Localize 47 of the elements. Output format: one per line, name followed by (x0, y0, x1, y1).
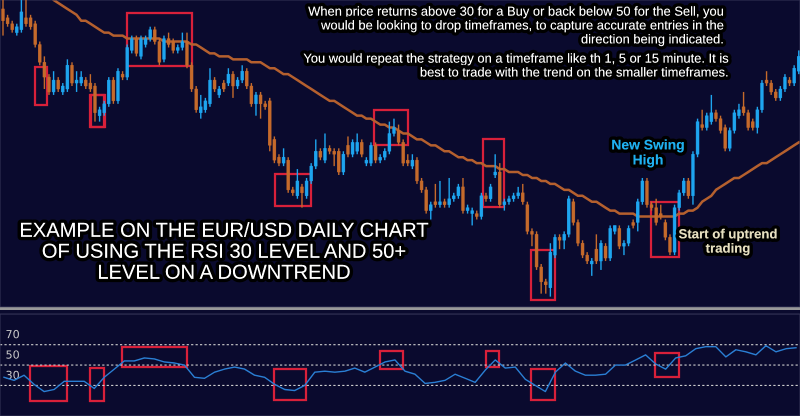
candlestick (470, 206, 474, 226)
candlestick (226, 68, 230, 87)
candlestick (318, 148, 322, 161)
candlestick (594, 234, 598, 265)
candlestick (323, 132, 327, 164)
candlestick (70, 62, 74, 87)
candlestick (590, 257, 594, 277)
y-tick-label: 70 (6, 330, 19, 338)
candlestick (686, 177, 690, 200)
candlestick (282, 148, 286, 167)
candlestick (342, 150, 346, 176)
candlestick (254, 91, 258, 116)
candlestick (604, 242, 608, 262)
candlestick (162, 34, 166, 63)
candlestick (346, 136, 350, 158)
candlestick (700, 109, 704, 132)
candlestick (516, 186, 520, 200)
candlestick (355, 132, 359, 155)
candlestick (488, 183, 492, 202)
candlestick (231, 70, 235, 99)
candlestick (521, 183, 524, 206)
candlestick (374, 142, 378, 164)
candlestick (300, 183, 304, 208)
annotation: New Swing High (612, 139, 684, 168)
candlestick (480, 192, 484, 220)
annotation: When price returns above 30 for a Buy or back below 50 for the Sell, you would be looking to drop timeframes, to capture accurate entries in the direction being indicated. (308, 6, 724, 46)
candlestick (112, 76, 116, 105)
candlestick (434, 183, 438, 208)
candlestick (493, 154, 497, 179)
candlestick (429, 201, 432, 220)
candlestick (410, 154, 414, 170)
candlestick (56, 76, 60, 93)
candlestick (222, 79, 226, 93)
candlestick (558, 234, 562, 250)
candlestick (134, 34, 138, 58)
candlestick (438, 180, 442, 208)
y-tick-label: 50 (6, 350, 19, 359)
candlestick (618, 224, 622, 250)
candlestick (296, 168, 300, 200)
candlestick (52, 70, 56, 96)
candlestick (218, 85, 221, 99)
annotation: You would repeat the strategy on a timeframe like th 1, 5 or 15 minute. It is best to trade with the trend on the smaller timeframes. (304, 53, 728, 77)
candlestick (461, 177, 465, 214)
candlestick (360, 138, 364, 158)
candlestick (599, 240, 603, 271)
candlestick (212, 76, 216, 93)
text: EXAMPLE ON THE EUR/USD DAILY CHART OF USING THE RSI 30 LEVEL AND 50+ LEVEL ON A DOWNTREND (21, 222, 428, 279)
